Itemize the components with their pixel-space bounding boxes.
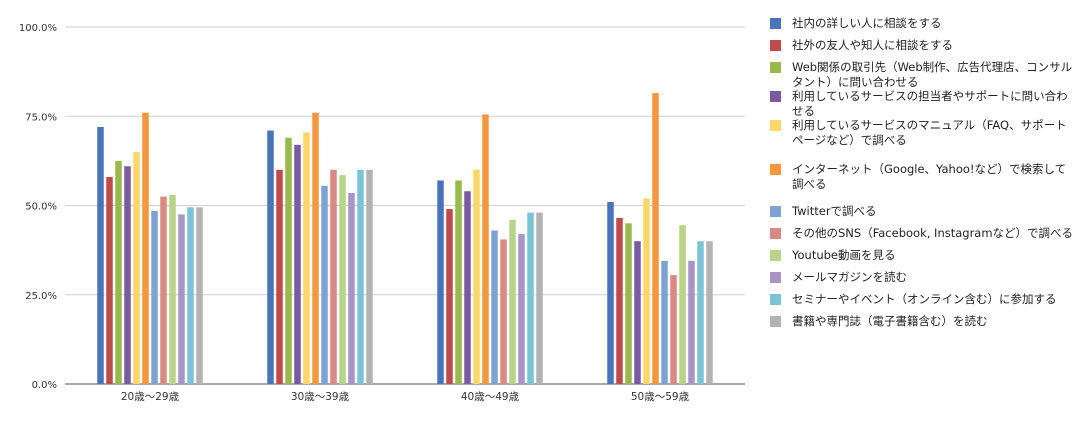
bars bbox=[97, 93, 713, 385]
bar bbox=[366, 169, 373, 384]
legend-label: その他のSNS（Facebook, Instagramなど）で調べる bbox=[792, 226, 1074, 240]
bar bbox=[330, 169, 337, 384]
bar bbox=[688, 260, 695, 384]
legend-swatch bbox=[770, 294, 781, 305]
bar bbox=[357, 169, 364, 384]
legend-swatch bbox=[770, 250, 781, 261]
bar bbox=[616, 217, 623, 384]
legend-label: Web関係の取引先（Web制作、広告代理店、コンサルタント）に問い合わせる bbox=[792, 60, 1073, 89]
legend-swatch bbox=[770, 40, 781, 51]
legend-item: セミナーやイベント（オンライン含む）に参加する bbox=[770, 292, 1077, 307]
legend-swatch bbox=[770, 228, 781, 239]
bar bbox=[446, 209, 453, 384]
bar bbox=[518, 234, 525, 384]
legend-item: 書籍や専門誌（電子書籍含む）を読む bbox=[770, 314, 1077, 329]
x-tick-label: 40歳～49歳 bbox=[461, 391, 520, 403]
x-tick-label: 30歳～39歳 bbox=[291, 391, 350, 403]
bar bbox=[124, 166, 131, 384]
legend-swatch bbox=[770, 164, 781, 175]
legend-swatch bbox=[770, 206, 781, 217]
bar bbox=[294, 144, 301, 384]
bar bbox=[625, 223, 632, 384]
bar bbox=[679, 225, 686, 384]
legend-swatch bbox=[770, 272, 781, 283]
bar bbox=[106, 176, 113, 384]
y-tick-label: 50.0% bbox=[25, 202, 57, 213]
bar bbox=[267, 130, 274, 384]
legend-label: Twitterで調べる bbox=[792, 204, 877, 218]
bar bbox=[285, 137, 292, 384]
legend-swatch bbox=[770, 120, 781, 131]
x-tick-label: 20歳～29歳 bbox=[121, 391, 180, 403]
legend-item: Twitterで調べる bbox=[770, 204, 1077, 219]
bar bbox=[169, 194, 176, 384]
y-tick-label: 100.0% bbox=[19, 23, 57, 34]
legend-label: 書籍や専門誌（電子書籍含む）を読む bbox=[792, 314, 988, 328]
bar bbox=[464, 191, 471, 384]
bar bbox=[133, 151, 140, 384]
bar bbox=[661, 260, 668, 384]
x-axis-tick-labels: 20歳～29歳 30歳～39歳 40歳～49歳 50歳～59歳 bbox=[121, 391, 690, 403]
bar bbox=[178, 214, 185, 384]
legend-label: 社外の友人や知人に相談をする bbox=[792, 38, 953, 52]
legend-label: Youtube動画を見る bbox=[792, 248, 896, 262]
bar bbox=[142, 112, 149, 385]
bar bbox=[706, 241, 713, 384]
y-tick-label: 0.0% bbox=[32, 380, 57, 391]
bar bbox=[527, 212, 534, 384]
bar bbox=[509, 219, 516, 384]
bar bbox=[437, 180, 444, 384]
bar bbox=[491, 230, 498, 384]
legend-swatch bbox=[770, 316, 781, 327]
bar bbox=[652, 93, 659, 385]
bar bbox=[455, 180, 462, 384]
y-tick-label: 75.0% bbox=[25, 112, 57, 123]
bar bbox=[643, 198, 650, 384]
legend-label: 利用しているサービスの担当者やサポートに問い合わせる bbox=[792, 89, 1068, 118]
bar bbox=[473, 169, 480, 384]
bar bbox=[607, 201, 614, 384]
legend-label: インターネット（Google、Yahoo!など）で検索して調べる bbox=[792, 162, 1067, 191]
bar bbox=[97, 126, 104, 385]
x-tick-label: 50歳～59歳 bbox=[631, 391, 690, 403]
legend-item: 利用しているサービスの担当者やサポートに問い合わせる bbox=[770, 89, 1077, 119]
bar bbox=[697, 241, 704, 384]
bar bbox=[115, 160, 122, 384]
legend-swatch bbox=[770, 62, 781, 73]
legend-label: セミナーやイベント（オンライン含む）に参加する bbox=[792, 292, 1057, 306]
legend-item: 社内の詳しい人に相談をする bbox=[770, 16, 1077, 31]
bar bbox=[312, 112, 319, 385]
bar bbox=[482, 114, 489, 384]
bar bbox=[348, 193, 355, 384]
y-axis-tick-labels: 100.0% 75.0% 50.0% 25.0% 0.0% bbox=[19, 23, 57, 391]
bar bbox=[634, 241, 641, 384]
legend-item: Youtube動画を見る bbox=[770, 248, 1077, 263]
bar bbox=[196, 207, 203, 384]
legend-label: 社内の詳しい人に相談をする bbox=[792, 16, 942, 30]
bar bbox=[187, 207, 194, 384]
bar bbox=[276, 169, 283, 384]
bar bbox=[339, 175, 346, 384]
bar bbox=[303, 132, 310, 384]
gridlines bbox=[65, 26, 745, 385]
y-tick-label: 25.0% bbox=[25, 291, 57, 302]
bar bbox=[151, 210, 158, 384]
legend-item: 利用しているサービスのマニュアル（FAQ、サポートページなど）で調べる bbox=[770, 118, 1077, 148]
legend-item: Web関係の取引先（Web制作、広告代理店、コンサルタント）に問い合わせる bbox=[770, 60, 1077, 90]
legend-item: インターネット（Google、Yahoo!など）で検索して調べる bbox=[770, 162, 1077, 192]
bar bbox=[670, 275, 677, 384]
bar bbox=[536, 212, 543, 384]
legend-swatch bbox=[770, 18, 781, 29]
legend-label: 利用しているサービスのマニュアル（FAQ、サポートページなど）で調べる bbox=[792, 118, 1067, 147]
legend-item: メールマガジンを読む bbox=[770, 270, 1077, 285]
bar bbox=[500, 239, 507, 384]
legend-item: その他のSNS（Facebook, Instagramなど）で調べる bbox=[770, 226, 1077, 241]
bar bbox=[321, 185, 328, 384]
legend-label: メールマガジンを読む bbox=[792, 270, 907, 284]
bar bbox=[160, 196, 167, 384]
legend-item: 社外の友人や知人に相談をする bbox=[770, 38, 1077, 53]
legend-swatch bbox=[770, 91, 781, 102]
